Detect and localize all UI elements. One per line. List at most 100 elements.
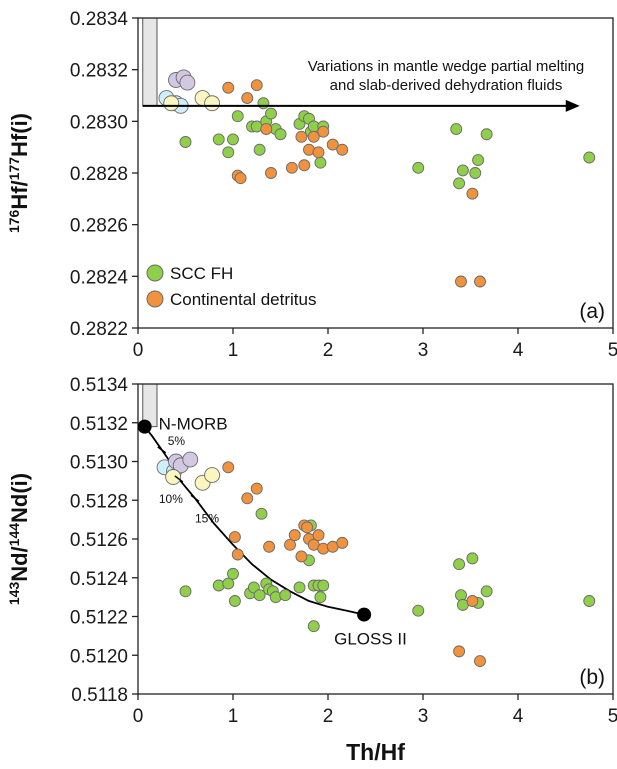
mantle-purple-point [182,451,199,468]
continental-detritus-point [453,645,466,658]
scc-fh-point [212,579,225,592]
continental-detritus-point [301,521,314,534]
mantle-purple-point [179,74,196,91]
panel-b-plot: 0 1 2 3 4 5 0.5118 0.5120 0.5122 0.5124 0.5126 0.51… [6,375,617,727]
y-tick-label: 0.2830 [70,112,128,133]
continental-detritus-point [285,161,298,174]
mixing-curve [143,426,365,616]
y-tick-label: 0.2824 [70,267,129,288]
scc-fh-point [222,577,235,590]
endmember-label: N-MORB [159,415,228,434]
scc-fh-point [453,558,466,571]
scc-fh-point [456,164,469,177]
scc-fh-point [179,585,192,598]
scc-fh-point [293,581,306,594]
x-tick-label: 2 [323,706,334,727]
mixing-tick [190,494,200,502]
continental-detritus-point [474,655,486,668]
scc-fh-point [212,133,225,146]
scc-fh-point [179,136,192,148]
x-tick-label: 1 [228,340,239,361]
annotation-text: and slab-derived dehydration fluids [330,77,563,94]
y-tick-label: 0.5120 [70,646,128,667]
legend-marker [146,264,164,282]
mixing-tick-label: 10% [159,492,183,506]
continental-detritus-point [307,130,320,143]
x-tick-label: 4 [513,340,524,361]
panel-label: (a) [579,300,605,323]
mantle-yellow-point [204,95,221,112]
y-tick-label: 0.5124 [70,569,129,590]
scc-fh-point [231,110,244,123]
mixing-tick [157,446,167,454]
x-tick-label: 3 [418,706,429,727]
continental-detritus-point [222,461,235,474]
scc-fh-point [469,167,482,179]
continental-detritus-point [241,92,254,105]
x-tick-label: 2 [323,340,334,361]
endmember-label: GLOSS II [334,630,407,649]
continental-detritus-point [298,159,311,172]
continental-detritus-point [234,172,247,185]
continental-detritus-point [228,531,241,544]
y-axis-title: 143Nd/144Nd(i) [6,473,32,605]
mantle-yellow-point [163,95,180,112]
y-axis-title-element: Nd/ [7,546,32,581]
scc-fh-point [253,143,266,156]
endmember-point [137,419,152,434]
continental-detritus-point [455,275,467,288]
continental-detritus-point [326,138,339,151]
panel-a-plot: 0 1 2 3 4 5 0.2822 0.2824 0.2826 0.2828 0.2830 0.28… [6,9,617,361]
scc-fh-point [450,123,463,136]
scc-fh-point [227,567,239,580]
continental-detritus-point [474,275,486,288]
legend-marker [146,290,164,308]
endmember-point [357,607,372,622]
y-tick-label: 0.2822 [70,319,128,340]
y-tick-label: 0.2832 [70,61,128,82]
continental-detritus-point [317,125,330,138]
continental-detritus-point [231,548,244,561]
continental-detritus-point [336,143,349,156]
mantle-yellow-point [204,467,221,484]
continental-detritus-point [312,529,325,542]
y-axis-title-isotope: 144 [6,523,22,547]
mixing-tick-label: 15% [195,511,219,525]
continental-detritus-point [288,529,301,542]
mixing-tick [174,475,184,483]
mixing-tick-label: 5% [168,434,186,448]
continental-detritus-point [312,146,325,159]
continental-detritus-point [260,123,273,136]
scc-fh-point [307,620,320,633]
scc-fh-point [228,595,241,607]
mantle-yellow-point [165,469,182,485]
y-tick-label: 0.5122 [70,608,128,629]
scc-fh-point [412,161,425,174]
scc-fh-point [455,589,467,602]
y-axis-title-isotope: 176 [6,209,22,233]
scc-fh-point [314,156,327,169]
x-tick-label: 5 [608,340,617,361]
scc-fh-point [314,591,327,604]
y-tick-label: 0.5134 [70,375,129,396]
scc-fh-point [412,604,425,617]
continental-detritus-point [317,542,330,555]
scc-fh-point [265,107,277,120]
scc-fh-point [453,177,466,190]
scc-fh-point [269,591,282,604]
legend-label: SCC FH [170,264,233,283]
scc-fh-point [317,579,330,592]
continental-detritus-point [250,79,263,92]
continental-detritus-point [466,187,479,200]
continental-detritus-point [263,540,276,553]
x-tick-label: 1 [228,706,239,727]
annotation-text: Variations in mantle wedge partial melti… [308,58,585,75]
y-tick-label: 0.2834 [70,9,129,30]
shaded-region [142,17,158,107]
y-tick-label: 0.2826 [70,216,128,237]
y-tick-label: 0.5128 [70,491,128,512]
scc-fh-point [583,595,596,607]
scc-fh-point [255,507,268,520]
continental-detritus-point [241,492,254,505]
y-axis-title-isotope: 177 [6,157,22,181]
